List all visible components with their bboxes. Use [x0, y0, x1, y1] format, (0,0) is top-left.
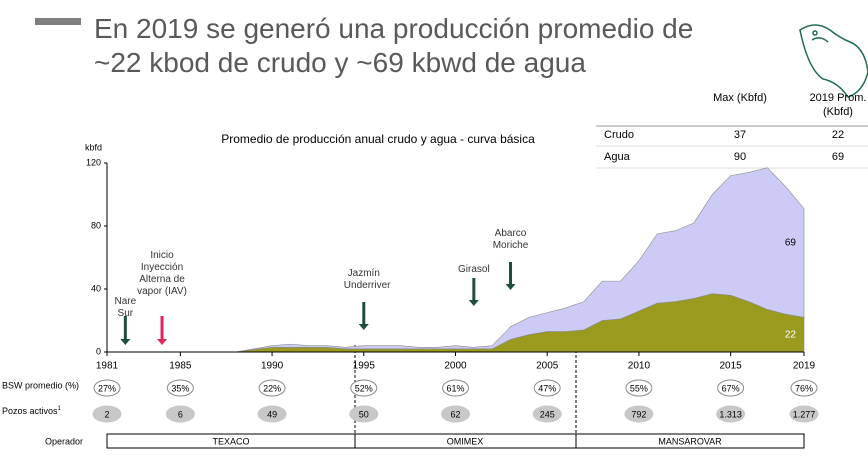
annotation-text: Jazmín Underriver [343, 268, 391, 291]
annotation-text: Nare Sur [114, 296, 137, 319]
x-tick-label: 1985 [169, 361, 192, 372]
annotation-arrowhead [120, 339, 131, 345]
y-tick-label: 120 [86, 157, 101, 167]
iguana-icon [799, 24, 868, 98]
pozos-oval [532, 405, 562, 423]
table-value: 69 [832, 151, 844, 163]
annotation-arrowhead [505, 284, 516, 290]
x-tick-label: 2005 [536, 361, 559, 372]
pozos-oval [349, 405, 379, 423]
pozos-oval [716, 405, 746, 423]
pozos-value: 50 [359, 409, 369, 419]
footnote-mark: 1 [58, 406, 62, 412]
pozos-oval [257, 405, 287, 423]
bsw-oval [790, 379, 818, 397]
title-bar [35, 18, 81, 25]
x-tick-label: 2015 [720, 361, 743, 372]
pozos-oval [92, 405, 122, 423]
end-value-label: 69 [785, 238, 797, 249]
x-tick-label: 2000 [444, 361, 467, 372]
pozos-value: 245 [540, 409, 555, 419]
y-tick-label: 40 [91, 283, 101, 293]
annotation-text: Inicio Inyección Alterna de vapor (IAV) [137, 250, 187, 297]
bsw-value: 67% [722, 383, 740, 393]
pozos-value: 1.277 [793, 409, 816, 419]
bsw-value: 22% [263, 383, 281, 393]
pozos-value: 49 [267, 409, 277, 419]
bsw-value: 55% [630, 383, 648, 393]
table-header: Max (Kbfd) [713, 92, 767, 104]
pozos-value: 6 [178, 409, 183, 419]
operador-label: Operador [45, 436, 83, 446]
bsw-oval [625, 379, 653, 397]
x-tick-label: 2019 [793, 361, 816, 372]
x-tick-label: 2010 [628, 361, 651, 372]
pozos-value: 792 [631, 409, 646, 419]
bsw-oval [533, 379, 561, 397]
table-value: 37 [734, 129, 746, 141]
bsw-oval [258, 379, 286, 397]
pozos-label: Pozos activos1 [2, 406, 62, 417]
area-crudo [107, 293, 805, 353]
pozos-oval [624, 405, 654, 423]
operador-name: OMIMEX [447, 436, 484, 446]
annotation-arrowhead [157, 339, 168, 345]
annotation-arrowhead [468, 300, 479, 306]
chart-title: Promedio de producción anual crudo y agu… [221, 132, 535, 146]
pozos-value: 62 [450, 409, 460, 419]
bsw-oval [350, 379, 378, 397]
bsw-value: 52% [355, 383, 373, 393]
area-agua [107, 167, 805, 353]
y-tick-label: 80 [91, 220, 101, 230]
table-value: 90 [734, 151, 746, 163]
bsw-oval [442, 379, 469, 397]
table-value: 22 [832, 129, 844, 141]
bsw-value: 61% [446, 383, 464, 393]
operador-name: TEXACO [212, 436, 249, 446]
table-row-label: Agua [604, 151, 631, 163]
x-tick-label: 1990 [261, 361, 284, 372]
pozos-oval [441, 405, 470, 423]
pozos-value: 2 [104, 409, 109, 419]
bsw-oval [93, 379, 121, 397]
annotation-text: Abarco Moriche [492, 228, 529, 251]
annotation-arrowhead [358, 324, 369, 330]
pozos-oval [789, 405, 819, 423]
pozos-value: 1.313 [719, 409, 742, 419]
bsw-oval [166, 379, 194, 397]
table-row-label: Crudo [604, 129, 634, 141]
operador-box [106, 433, 805, 449]
x-tick-label: 1995 [353, 361, 376, 372]
y-axis-label: kbfd [85, 142, 102, 152]
bsw-value: 35% [171, 383, 189, 393]
slide-title: En 2019 se generó una producción promedi… [94, 13, 694, 78]
y-tick-label: 0 [96, 346, 101, 356]
pozos-label-text: Pozos activos [2, 406, 58, 416]
end-value-label: 22 [785, 329, 797, 340]
table-header: 2019 Prom. (Kbfd) [809, 92, 867, 118]
bsw-value: 47% [538, 383, 556, 393]
bsw-label: BSW promedio (%) [2, 380, 79, 390]
annotation-text: Girasol [457, 264, 490, 275]
bsw-oval [717, 379, 745, 397]
bsw-value: 27% [98, 383, 116, 393]
bsw-value: 76% [795, 383, 813, 393]
x-tick-label: 1981 [96, 361, 119, 372]
pozos-oval [165, 405, 195, 423]
operador-name: MANSAROVAR [658, 436, 722, 446]
